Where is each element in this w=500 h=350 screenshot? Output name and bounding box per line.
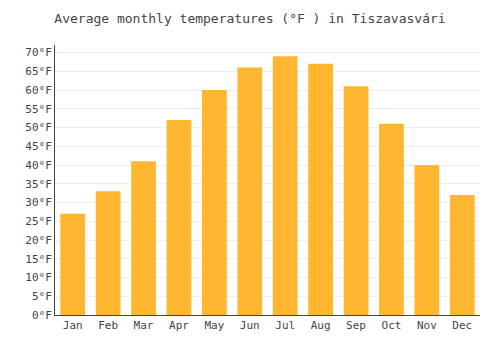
svg-text:Nov: Nov [417,319,437,332]
svg-text:Sep: Sep [346,319,366,332]
svg-text:Jul: Jul [275,319,295,332]
svg-text:15°F: 15°F [25,253,52,266]
svg-text:55°F: 55°F [25,103,52,116]
svg-text:50°F: 50°F [25,121,52,134]
svg-text:40°F: 40°F [25,159,52,172]
svg-text:45°F: 45°F [25,140,52,153]
svg-text:35°F: 35°F [25,178,52,191]
svg-text:Feb: Feb [98,319,118,332]
svg-text:Mar: Mar [134,319,154,332]
svg-text:30°F: 30°F [25,196,52,209]
svg-text:20°F: 20°F [25,234,52,247]
svg-text:Jan: Jan [63,319,83,332]
svg-text:70°F: 70°F [25,46,52,59]
svg-text:25°F: 25°F [25,215,52,228]
svg-text:Dec: Dec [452,319,472,332]
svg-text:10°F: 10°F [25,271,52,284]
svg-text:Jun: Jun [240,319,260,332]
svg-text:Apr: Apr [169,319,189,332]
svg-text:5°F: 5°F [32,290,52,303]
svg-text:May: May [204,319,224,332]
svg-text:Average monthly temperatures (: Average monthly temperatures (°F ) in Ti… [54,11,445,26]
svg-text:0°F: 0°F [32,309,52,322]
svg-text:Aug: Aug [311,319,331,332]
svg-text:60°F: 60°F [25,84,52,97]
svg-text:Oct: Oct [382,319,402,332]
svg-text:65°F: 65°F [25,65,52,78]
